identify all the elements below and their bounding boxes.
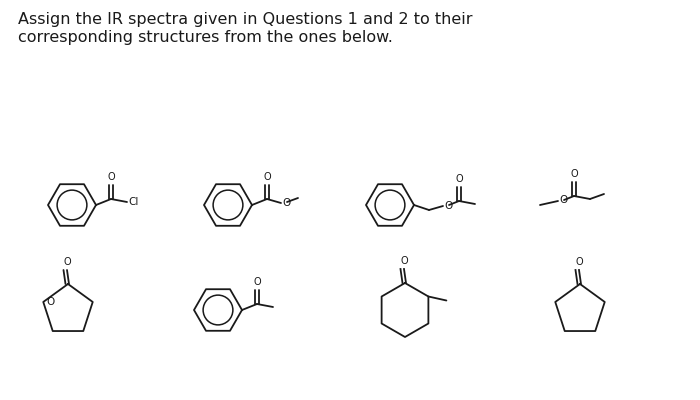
Text: O: O [107, 172, 115, 182]
Text: O: O [400, 256, 408, 266]
Text: Assign the IR spectra given in Questions 1 and 2 to their: Assign the IR spectra given in Questions… [18, 12, 472, 27]
Text: O: O [46, 297, 55, 307]
Text: O: O [282, 198, 290, 208]
Text: O: O [559, 195, 567, 205]
Text: corresponding structures from the ones below.: corresponding structures from the ones b… [18, 30, 393, 45]
Text: O: O [64, 257, 71, 267]
Text: O: O [263, 172, 271, 182]
Text: O: O [444, 201, 452, 211]
Text: O: O [570, 169, 578, 179]
Text: O: O [455, 174, 463, 184]
Text: O: O [253, 277, 261, 287]
Text: O: O [575, 257, 583, 267]
Text: Cl: Cl [128, 197, 139, 207]
